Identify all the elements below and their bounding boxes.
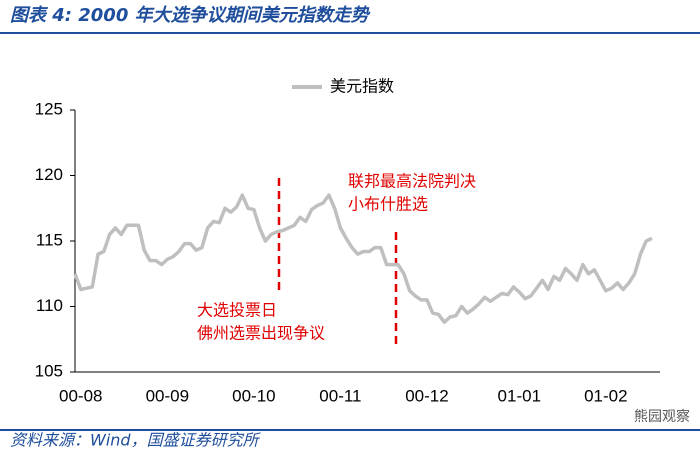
x-tick-label: 00-11	[319, 386, 361, 405]
y-tick-label: 115	[36, 230, 63, 249]
x-tick-label: 00-12	[405, 386, 448, 405]
x-tick-label: 00-09	[146, 386, 189, 405]
legend-label: 美元指数	[330, 77, 394, 96]
data-line	[73, 193, 653, 324]
annotation: 联邦最高法院判决	[348, 172, 476, 191]
x-tick-label: 00-08	[59, 386, 102, 405]
x-tick-label: 01-01	[498, 386, 541, 405]
chart-title: 图表 4: 2000 年大选争议期间美元指数走势	[10, 5, 371, 26]
y-tick-label: 120	[35, 165, 63, 184]
watermark: 熊园观察	[634, 408, 690, 425]
annotation: 佛州选票出现争议	[197, 324, 325, 343]
y-tick-label: 125	[35, 99, 63, 118]
y-tick-label: 105	[35, 361, 63, 380]
x-tick-label: 00-10	[232, 386, 275, 405]
source: 资料来源：Wind，国盛证券研究所	[10, 431, 262, 450]
annotation: 大选投票日	[197, 301, 277, 320]
y-tick-label: 110	[36, 296, 63, 315]
annotation: 小布什胜选	[348, 195, 428, 214]
x-tick-label: 01-02	[584, 386, 627, 405]
